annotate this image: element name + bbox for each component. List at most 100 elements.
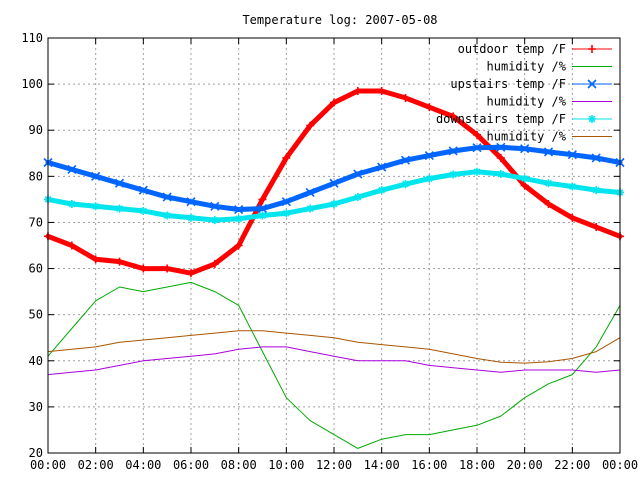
data-point-marker — [400, 155, 411, 165]
data-point-marker — [281, 197, 291, 207]
legend-label: upstairs temp /F — [450, 77, 566, 91]
grid-lines — [48, 38, 620, 453]
y-tick-label: 30 — [29, 400, 43, 414]
data-point-marker — [449, 170, 458, 179]
data-point-marker — [592, 223, 601, 232]
data-point-marker — [91, 255, 100, 264]
data-point-marker — [330, 98, 338, 107]
x-tick-label: 22:00 — [554, 458, 590, 472]
series-layer — [43, 87, 625, 449]
data-point-marker — [588, 45, 596, 53]
data-point-marker — [234, 241, 243, 250]
data-point-marker — [591, 153, 601, 163]
data-point-marker — [520, 174, 529, 183]
data-point-marker — [587, 79, 597, 89]
x-tick-label: 00:00 — [30, 458, 66, 472]
y-tick-label: 20 — [29, 446, 43, 460]
series-2 — [43, 142, 625, 215]
data-point-marker — [330, 200, 338, 208]
data-point-marker — [162, 192, 172, 202]
data-point-marker — [448, 146, 458, 156]
data-point-marker — [210, 201, 220, 211]
y-tick-label: 100 — [21, 77, 43, 91]
data-point-marker — [282, 153, 291, 162]
data-point-marker — [91, 202, 100, 211]
data-point-marker — [401, 93, 410, 102]
data-point-marker — [282, 209, 291, 218]
x-tick-label: 20:00 — [507, 458, 543, 472]
data-point-marker — [473, 167, 481, 176]
data-point-marker — [306, 121, 315, 130]
data-point-marker — [424, 151, 434, 161]
legend-label: downstairs temp /F — [436, 112, 566, 126]
data-point-marker — [568, 213, 577, 222]
data-point-marker — [115, 257, 124, 266]
data-point-marker — [305, 187, 315, 198]
data-point-marker — [329, 178, 339, 188]
x-axis: 00:00 02:00 04:00 06:00 08:00 10:00 12:00 14:00… — [30, 38, 638, 472]
data-point-marker — [567, 150, 577, 160]
data-point-marker — [234, 204, 244, 215]
data-point-marker — [163, 211, 172, 220]
y-axis: 20 30 40 50 60 70 80 90 100 110 — [21, 31, 620, 460]
x-tick-label: 06:00 — [173, 458, 209, 472]
data-point-marker — [258, 195, 267, 204]
data-point-marker — [210, 259, 219, 268]
y-tick-label: 110 — [21, 31, 43, 45]
data-point-marker — [588, 115, 596, 123]
data-point-marker — [496, 170, 505, 179]
data-point-marker — [91, 171, 101, 181]
data-point-marker — [257, 204, 268, 214]
data-point-marker — [187, 269, 195, 278]
legend-label: humidity /% — [487, 95, 567, 109]
chart-title: Temperature log: 2007-05-08 — [242, 13, 437, 27]
data-point-marker — [544, 179, 553, 188]
series-1 — [47, 281, 621, 449]
data-point-marker — [543, 147, 554, 157]
data-point-marker — [67, 241, 76, 250]
data-point-marker — [496, 142, 506, 152]
series-line — [47, 330, 621, 364]
data-point-marker — [401, 180, 410, 189]
series-5 — [47, 330, 621, 364]
data-point-marker — [377, 186, 386, 195]
data-point-marker — [353, 169, 363, 179]
data-point-marker — [139, 206, 148, 215]
data-point-marker — [139, 264, 148, 273]
data-point-marker — [425, 174, 434, 183]
x-tick-label: 16:00 — [411, 458, 447, 472]
data-point-marker — [472, 143, 482, 153]
data-point-marker — [592, 186, 601, 195]
x-tick-label: 04:00 — [125, 458, 161, 472]
data-point-marker — [114, 178, 125, 188]
data-point-marker — [544, 200, 553, 208]
y-tick-label: 70 — [29, 215, 43, 229]
data-point-marker — [473, 130, 481, 139]
data-point-marker — [520, 181, 529, 190]
series-0 — [44, 87, 624, 278]
data-point-marker — [496, 153, 505, 162]
series-4 — [44, 167, 624, 225]
data-point-marker — [67, 164, 77, 174]
y-tick-label: 90 — [29, 123, 43, 137]
legend: outdoor temp /F humidity /% upstairs temp … — [436, 42, 612, 144]
data-point-marker — [353, 87, 362, 96]
data-point-marker — [163, 264, 172, 273]
x-tick-label: 08:00 — [221, 458, 257, 472]
data-point-marker — [449, 112, 458, 121]
x-tick-label: 18:00 — [459, 458, 495, 472]
series-3 — [47, 346, 621, 376]
legend-label: outdoor temp /F — [458, 42, 566, 56]
data-point-marker — [377, 162, 387, 172]
data-point-marker — [258, 211, 267, 220]
data-point-marker — [377, 87, 386, 96]
y-tick-label: 40 — [29, 354, 43, 368]
data-point-marker — [306, 204, 315, 213]
data-point-marker — [138, 185, 148, 195]
data-point-marker — [520, 144, 530, 154]
data-point-marker — [67, 200, 76, 208]
series-line — [47, 346, 621, 376]
data-point-marker — [568, 182, 577, 191]
data-point-marker — [425, 103, 434, 112]
data-point-marker — [353, 193, 362, 202]
